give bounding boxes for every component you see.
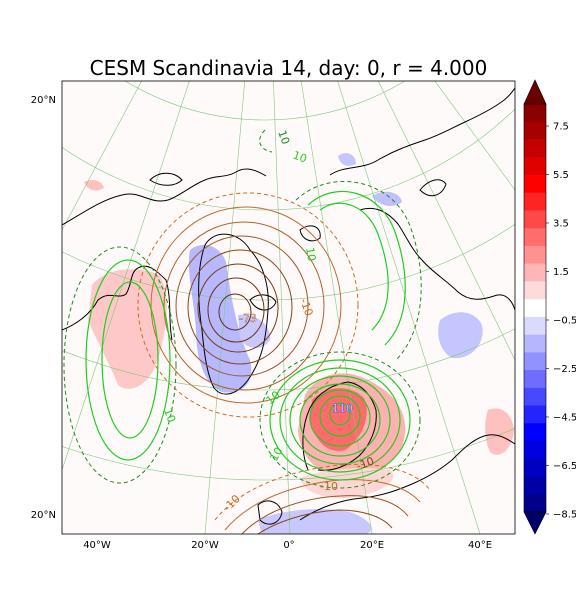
alaska-coast <box>149 172 183 186</box>
lon-label-0: 0° <box>283 540 294 551</box>
contour-label-green-3: 10 <box>303 246 318 262</box>
graticule <box>62 81 515 534</box>
colorbar-level <box>524 263 546 282</box>
colorbar-extend-min <box>523 511 547 535</box>
colorbar-level <box>524 334 546 353</box>
colorbar-level <box>524 387 546 407</box>
colorbar-level <box>524 316 546 336</box>
contour-label-green-1: 10 <box>275 129 292 147</box>
green-contours <box>63 129 422 489</box>
siberia-coast <box>329 87 515 176</box>
colorbar-level <box>524 370 546 389</box>
colorbar-level <box>524 405 546 424</box>
colorbar-level <box>524 441 546 460</box>
map-frame <box>61 80 516 535</box>
positive-anomaly-north-america <box>84 180 104 191</box>
contour-label-brown-4: -10 <box>355 454 376 472</box>
colorbar-label: 3.5 <box>553 219 569 230</box>
lat-label-top: 20°N <box>31 95 56 106</box>
center-label-low: -73 <box>239 312 257 325</box>
contour-label-green-6: 10 <box>267 445 285 464</box>
colorbar-extend-max <box>523 79 547 105</box>
colorbar-level <box>524 139 546 158</box>
colorbar-level <box>524 210 546 229</box>
colorbar-level <box>524 281 546 300</box>
coastlines <box>62 87 515 525</box>
colorbar-label: −8.5 <box>553 510 576 521</box>
europe-coast <box>299 434 515 521</box>
greenland-coast <box>198 233 269 395</box>
lon-label-20e: 20°E <box>360 540 384 551</box>
colorbar-level <box>524 228 546 247</box>
colorbar-label: 7.5 <box>553 122 569 133</box>
colorbar-label: 5.5 <box>553 170 569 181</box>
colorbar-label: −4.5 <box>553 413 576 424</box>
uk-coast <box>257 500 283 525</box>
scandinavia-coast <box>302 381 377 471</box>
colorbar-level <box>524 458 546 478</box>
negative-anomaly-siberia <box>438 312 483 359</box>
colorbar-level <box>524 157 546 176</box>
lon-label-20w: 20°W <box>191 540 219 551</box>
colorbar-label: −6.5 <box>553 461 576 472</box>
lon-label-40e: 40°E <box>468 540 492 551</box>
colorbar-border <box>523 103 547 513</box>
colorbar-level <box>524 476 546 495</box>
anomaly-shading <box>84 153 514 534</box>
colorbar-level <box>524 245 546 265</box>
north-america-coast <box>62 265 173 341</box>
colorbar-level <box>524 494 546 513</box>
center-label-high: 110 <box>332 402 353 415</box>
colorbar-level <box>524 174 546 194</box>
contour-label-brown-3: -10 <box>320 480 338 493</box>
colorbar-label: 1.5 <box>553 267 569 278</box>
colorbar-level <box>524 423 546 442</box>
negative-anomaly-svalbard <box>338 153 356 166</box>
colorbar-level <box>524 104 546 123</box>
colorbar-level <box>524 299 546 318</box>
positive-anomaly-north-atlantic <box>300 467 394 498</box>
map-title: CESM Scandinavia 14, day: 0, r = 4.000 <box>89 56 488 80</box>
colorbar-label: −2.5 <box>553 364 576 375</box>
colorbar-level <box>524 352 546 371</box>
canadian-arctic-coast <box>62 168 267 226</box>
contour-label-green-4: 10 <box>161 407 178 425</box>
axis-labels: 20°N 20°N 40°W 20°W 0° 20°E 40°E <box>31 95 492 551</box>
colorbar-level <box>524 121 546 140</box>
positive-anomaly-east <box>485 408 514 455</box>
lat-label-bottom: 20°N <box>31 510 56 521</box>
colorbar-label: −0.5 <box>553 316 576 327</box>
svalbard-coast <box>299 225 321 242</box>
iceland-coast <box>249 294 277 311</box>
contour-label-green-2: 10 <box>291 149 309 166</box>
lon-label-40w: 40°W <box>83 540 111 551</box>
contour-label-brown-1: -10 <box>297 297 315 318</box>
colorbar: 7.5 5.5 3.5 1.5 −0.5 −2.5 −4.5 −6.5 −8.5 <box>523 79 576 535</box>
colorbar-level <box>524 192 546 211</box>
novaya-zemlya-coast <box>419 179 447 197</box>
russia-arctic-coast <box>359 207 515 311</box>
negative-anomaly-atlantic-south <box>258 509 372 534</box>
